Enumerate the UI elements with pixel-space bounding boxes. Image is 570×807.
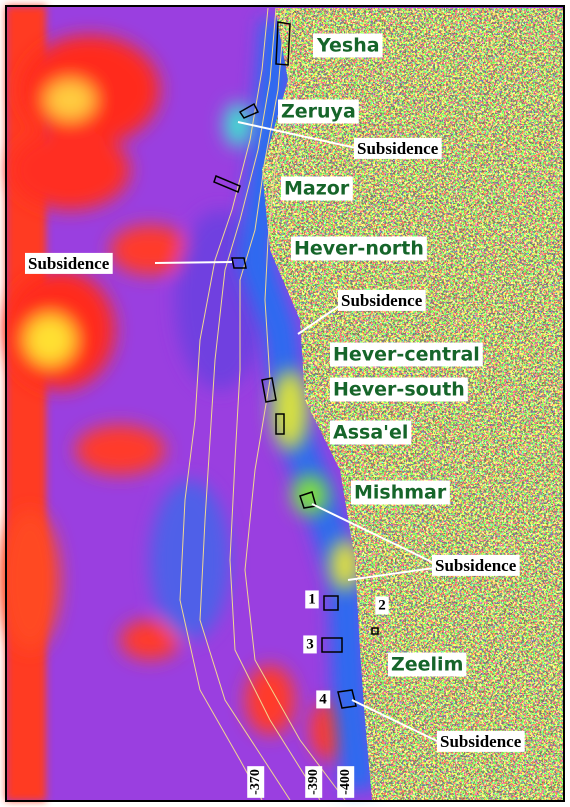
contour-label: -370 — [247, 766, 264, 798]
site-label: Hever-central — [330, 343, 483, 367]
subsidence-label: Subsidence — [437, 731, 525, 752]
marker-number: 2 — [378, 597, 386, 613]
subsidence-text: Subsidence — [357, 139, 439, 158]
site-label: Zeruya — [278, 100, 359, 124]
site-name: Mazor — [284, 178, 350, 200]
site-name: Yesha — [316, 35, 380, 57]
marker-label: 3 — [303, 635, 317, 653]
site-label: Assa'el — [330, 421, 411, 445]
site-name: Hever-south — [333, 379, 465, 401]
contour-label: -400 — [337, 766, 354, 798]
marker-label: 1 — [305, 590, 319, 608]
marker-label: 4 — [316, 690, 330, 708]
marker-label: 2 — [375, 596, 389, 614]
subsidence-text: Subsidence — [28, 254, 110, 273]
subsidence-label: Subsidence — [338, 290, 426, 311]
site-label: Mishmar — [351, 481, 450, 505]
site-label: Hever-north — [291, 237, 427, 261]
subsidence-text: Subsidence — [341, 291, 423, 310]
contour-value: -400 — [338, 769, 353, 795]
subsidence-label: Subsidence — [25, 253, 113, 274]
contour-value: -390 — [306, 769, 321, 795]
site-label: Mazor — [281, 177, 353, 201]
site-label: Yesha — [313, 34, 383, 58]
marker-number: 3 — [306, 636, 314, 652]
subsidence-label: Subsidence — [432, 555, 520, 576]
site-name: Zeruya — [281, 101, 356, 123]
site-label: Hever-south — [330, 378, 468, 402]
contour-label: -390 — [305, 766, 322, 798]
site-name: Hever-central — [333, 344, 480, 366]
interferogram — [0, 6, 564, 801]
subsidence-text: Subsidence — [435, 556, 517, 575]
map-figure: Yesha Zeruya Mazor Hever-north Hever-cen… — [0, 0, 570, 807]
site-name: Mishmar — [354, 482, 447, 504]
marker-number: 1 — [308, 591, 316, 607]
site-label: Zeelim — [388, 653, 466, 677]
subsidence-text: Subsidence — [440, 732, 522, 751]
marker-number: 4 — [319, 691, 327, 707]
site-name: Hever-north — [294, 238, 424, 260]
site-name: Assa'el — [333, 422, 408, 444]
contour-value: -370 — [248, 769, 263, 795]
site-name: Zeelim — [391, 654, 463, 676]
subsidence-label: Subsidence — [354, 138, 442, 159]
